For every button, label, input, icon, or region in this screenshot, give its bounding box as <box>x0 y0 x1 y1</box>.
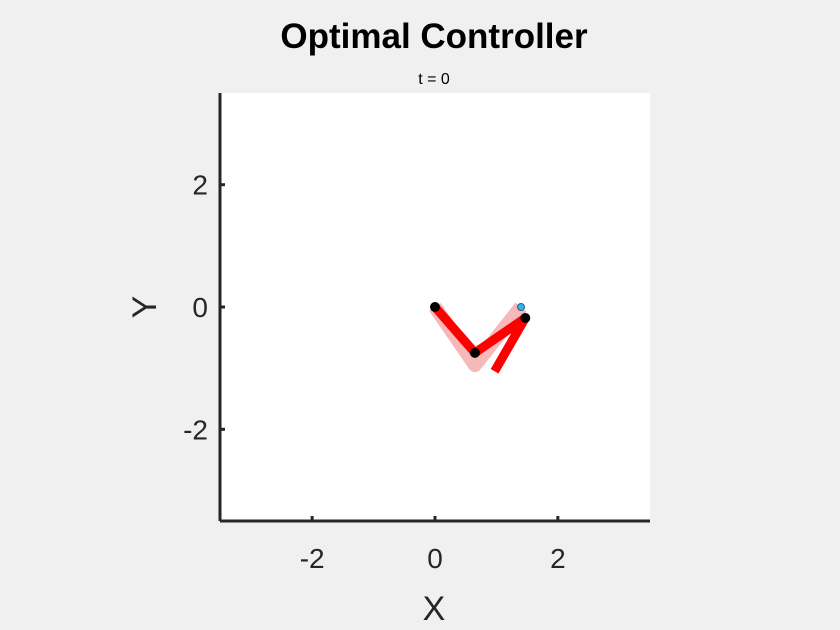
joint-point <box>520 313 531 324</box>
y-tick-label: -2 <box>183 414 208 445</box>
joint-point <box>430 302 440 312</box>
chart-marks <box>429 302 531 374</box>
joint-point <box>469 347 480 358</box>
y-tick-label: 0 <box>192 292 208 323</box>
target-point <box>517 303 525 311</box>
axis-ticks: -2 0 2 2 0 -2 <box>183 170 566 574</box>
chart-title: Optimal Controller <box>280 17 588 56</box>
x-tick-label: -2 <box>300 543 325 574</box>
y-axis-label: Y <box>126 296 164 319</box>
x-tick-label: 2 <box>550 543 566 574</box>
y-tick-label: 2 <box>192 170 208 201</box>
chart-subtitle: t = 0 <box>418 71 450 88</box>
x-tick-label: 0 <box>427 543 443 574</box>
arm-line <box>431 304 530 374</box>
x-axis-label: X <box>423 590 446 628</box>
